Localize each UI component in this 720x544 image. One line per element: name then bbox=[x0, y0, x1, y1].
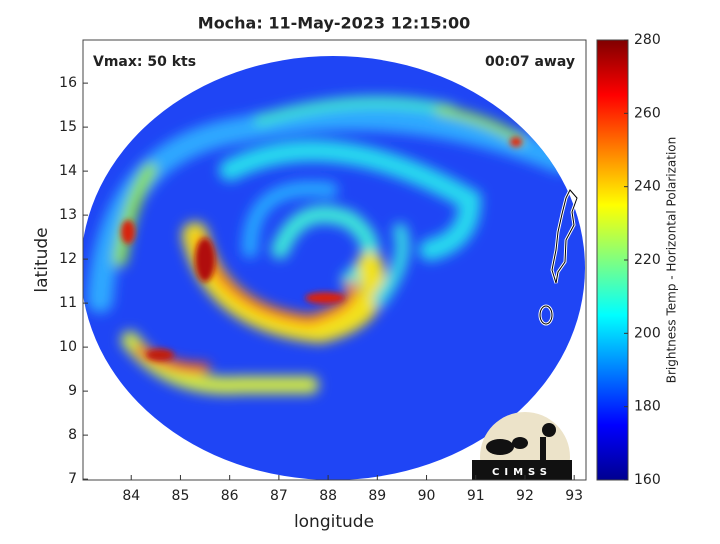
logo bbox=[472, 412, 572, 480]
y-tick-label: 8 bbox=[68, 427, 77, 443]
annotation: Vmax: 50 kts bbox=[93, 54, 196, 70]
x-tick-label: 86 bbox=[221, 488, 239, 504]
y-tick-label: 14 bbox=[59, 163, 77, 179]
x-tick-label: 89 bbox=[368, 488, 386, 504]
colorbar-tick-label: 200 bbox=[634, 325, 661, 341]
x-tick-label: 92 bbox=[516, 488, 534, 504]
x-tick-label: 88 bbox=[319, 488, 337, 504]
y-tick-label: 7 bbox=[68, 471, 77, 487]
y-tick-label: 10 bbox=[59, 339, 77, 355]
y-tick-label: 9 bbox=[68, 383, 77, 399]
logo-text: CIMSS bbox=[492, 467, 552, 478]
y-tick-label: 16 bbox=[59, 75, 77, 91]
annotation: 00:07 away bbox=[485, 54, 575, 70]
image bbox=[83, 56, 585, 480]
x-tick-label: 91 bbox=[467, 488, 485, 504]
x-tick-label: 93 bbox=[565, 488, 583, 504]
y-tick-label: 13 bbox=[59, 207, 77, 223]
colorbar-label: Brightness Temp - Horizontal Polarizatio… bbox=[665, 137, 679, 384]
colorbar bbox=[596, 39, 629, 481]
y-tick-label: 15 bbox=[59, 119, 77, 135]
y-tick-label: 12 bbox=[59, 251, 77, 267]
x-tick-label: 90 bbox=[418, 488, 436, 504]
x-tick-label: 85 bbox=[172, 488, 190, 504]
colorbar-tick-label: 160 bbox=[634, 472, 661, 488]
y-axis-label: latitude bbox=[32, 227, 52, 292]
y-tick-label: 11 bbox=[59, 295, 77, 311]
x-tick-label: 84 bbox=[122, 488, 140, 504]
plot-frame bbox=[82, 39, 587, 481]
x-axis-label: longitude bbox=[294, 512, 374, 532]
x-tick-label: 87 bbox=[270, 488, 288, 504]
colorbar-tick-label: 280 bbox=[634, 32, 661, 48]
chart-title: Mocha: 11-May-2023 12:15:00 bbox=[198, 14, 470, 33]
colorbar-tick-label: 180 bbox=[634, 399, 661, 415]
colorbar-tick-label: 240 bbox=[634, 179, 661, 195]
colorbar-tick-label: 220 bbox=[634, 252, 661, 268]
colorbar-tick-label: 260 bbox=[634, 105, 661, 121]
